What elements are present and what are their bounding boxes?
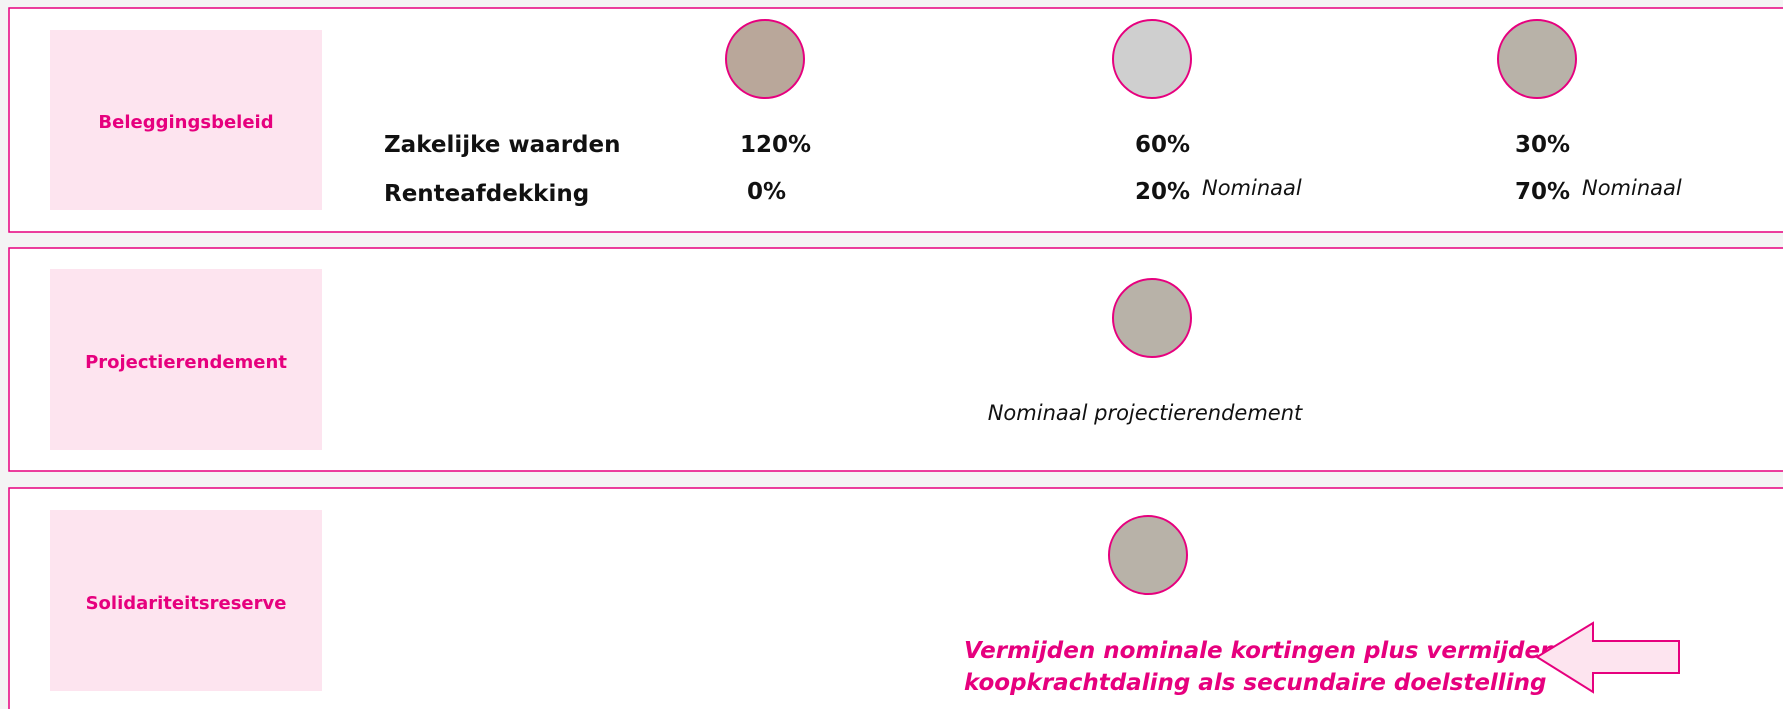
- avatar: [1497, 19, 1577, 99]
- avatar: [725, 19, 805, 99]
- cell-value: 30%: [1515, 132, 1570, 158]
- avatar: [1108, 515, 1188, 595]
- row-label: Renteafdekking: [384, 181, 589, 207]
- panel-label: Projectierendement: [85, 352, 287, 373]
- row-label: Zakelijke waarden: [384, 132, 620, 158]
- avatar: [1112, 278, 1192, 358]
- avatar: [1112, 19, 1192, 99]
- label-box: [50, 510, 322, 691]
- cell-value: 20%: [1135, 179, 1190, 205]
- label-box: [50, 30, 322, 210]
- panel-text: Nominaal projectierendement: [988, 401, 1303, 425]
- cell-note: Nominaal: [1202, 176, 1302, 200]
- avatars: [725, 19, 1577, 99]
- highlight-text: koopkrachtdaling als secundaire doelstel…: [964, 670, 1546, 696]
- cell-value: 120%: [740, 132, 811, 158]
- highlight-text: Vermijden nominale kortingen plus vermij…: [964, 638, 1557, 664]
- cell-value: 60%: [1135, 132, 1190, 158]
- label-box: [50, 269, 322, 450]
- cell-value: 70%: [1515, 179, 1570, 205]
- panel-label: Beleggingsbeleid: [98, 112, 273, 133]
- cell-value: 0%: [747, 179, 786, 205]
- cell-note: Nominaal: [1582, 176, 1682, 200]
- panel-label: Solidariteitsreserve: [86, 593, 287, 614]
- arrow: [1535, 621, 1680, 694]
